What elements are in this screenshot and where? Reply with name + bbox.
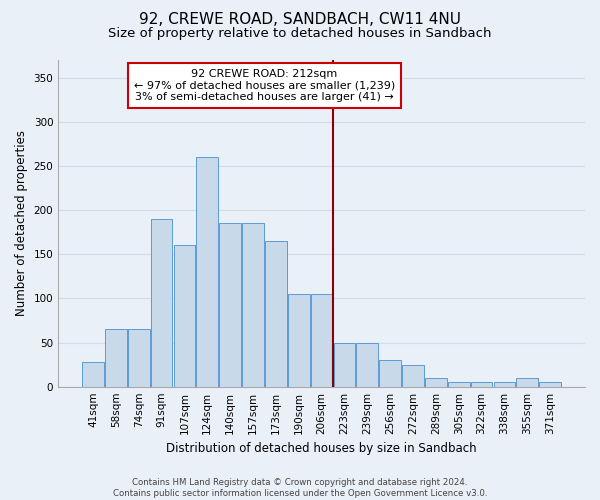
Bar	[288, 294, 310, 386]
Bar	[448, 382, 470, 386]
Bar	[402, 364, 424, 386]
Bar	[311, 294, 332, 386]
Bar	[471, 382, 493, 386]
Text: 92 CREWE ROAD: 212sqm
← 97% of detached houses are smaller (1,239)
3% of semi-de: 92 CREWE ROAD: 212sqm ← 97% of detached …	[134, 69, 395, 102]
Bar	[379, 360, 401, 386]
Bar	[425, 378, 447, 386]
Bar	[356, 342, 378, 386]
Y-axis label: Number of detached properties: Number of detached properties	[15, 130, 28, 316]
Bar	[173, 246, 195, 386]
Bar	[219, 224, 241, 386]
Bar	[151, 219, 172, 386]
Bar	[242, 224, 264, 386]
Text: Size of property relative to detached houses in Sandbach: Size of property relative to detached ho…	[108, 28, 492, 40]
Bar	[128, 330, 149, 386]
Bar	[539, 382, 561, 386]
Bar	[517, 378, 538, 386]
Bar	[105, 330, 127, 386]
Bar	[334, 342, 355, 386]
Text: Contains HM Land Registry data © Crown copyright and database right 2024.
Contai: Contains HM Land Registry data © Crown c…	[113, 478, 487, 498]
Bar	[265, 241, 287, 386]
Bar	[494, 382, 515, 386]
Bar	[82, 362, 104, 386]
X-axis label: Distribution of detached houses by size in Sandbach: Distribution of detached houses by size …	[166, 442, 477, 455]
Bar	[196, 157, 218, 386]
Text: 92, CREWE ROAD, SANDBACH, CW11 4NU: 92, CREWE ROAD, SANDBACH, CW11 4NU	[139, 12, 461, 28]
